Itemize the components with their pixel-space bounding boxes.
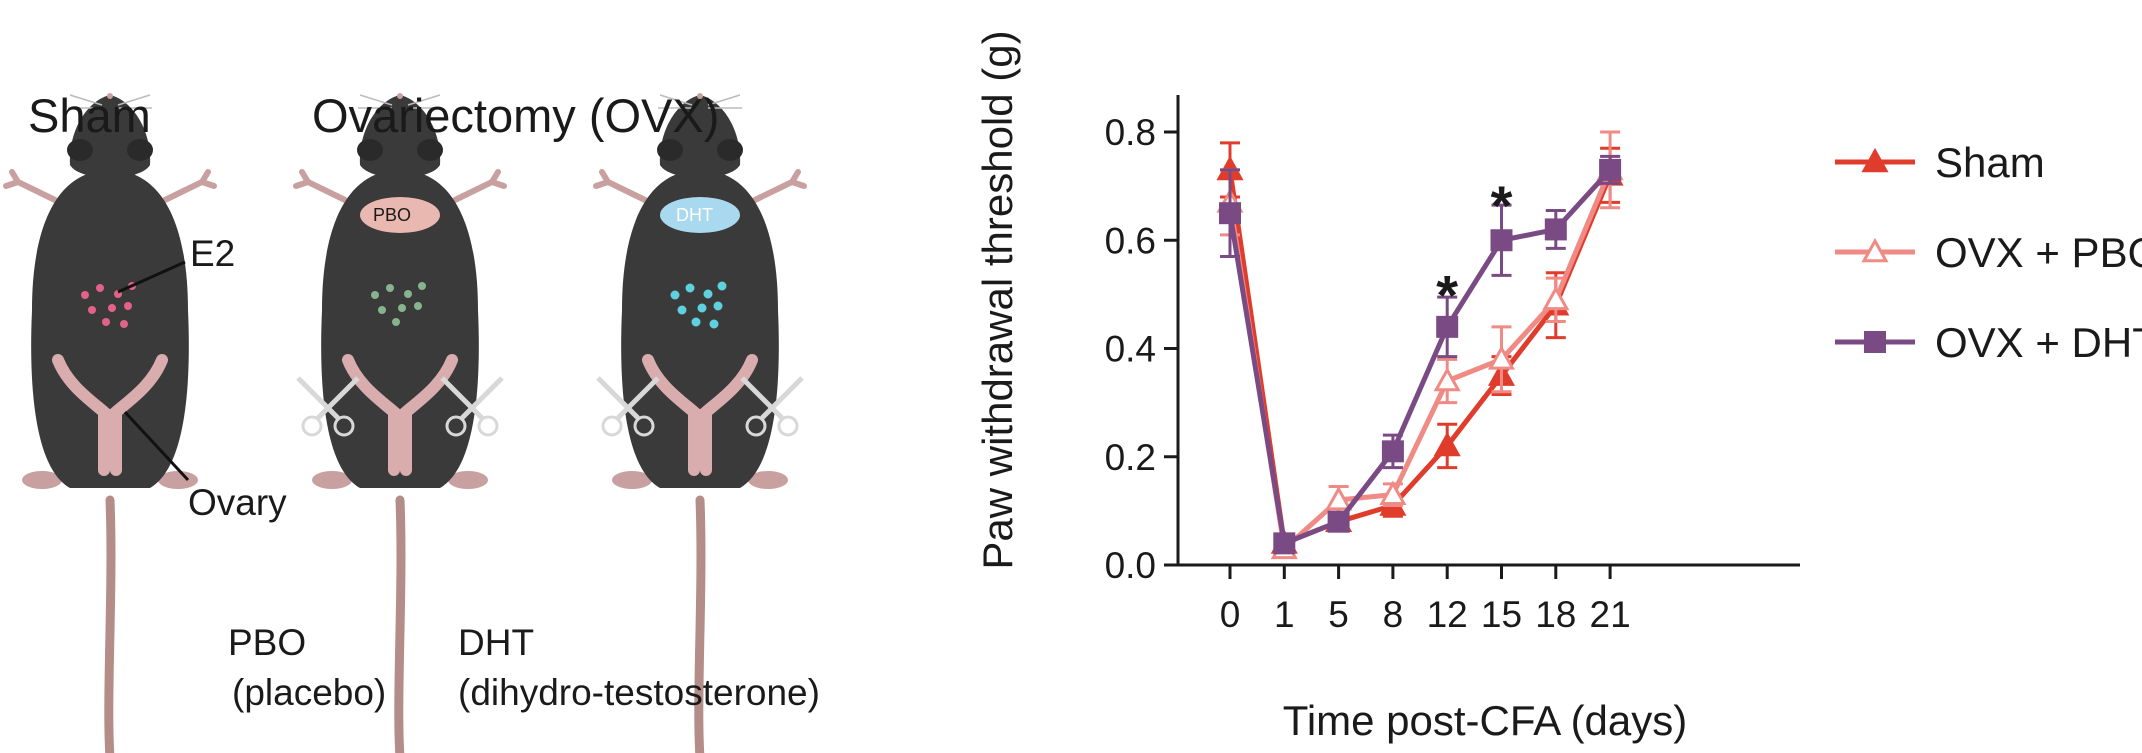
y-ticks: 0.0 0.2 0.4 0.6 0.8 bbox=[1105, 112, 1178, 586]
y-tick-label: 0.6 bbox=[1105, 220, 1156, 261]
x-tick-label: 21 bbox=[1590, 594, 1631, 635]
significance-marker: * bbox=[1491, 174, 1513, 237]
e2-pointer bbox=[117, 260, 186, 294]
y-tick-label: 0.4 bbox=[1105, 329, 1156, 370]
x-tick-label: 5 bbox=[1328, 594, 1349, 635]
x-tick-label: 18 bbox=[1535, 594, 1576, 635]
data-point bbox=[1490, 229, 1513, 252]
data-point bbox=[1436, 315, 1459, 338]
legend: Sham OVX + PBO OVX + DHT bbox=[1835, 139, 2142, 366]
legend-label: OVX + PBO bbox=[1935, 229, 2142, 276]
legend-swatch-marker bbox=[1861, 237, 1889, 263]
dht-full-label: (dihydro-testosterone) bbox=[458, 672, 820, 713]
data-point bbox=[1327, 510, 1350, 533]
data-point bbox=[1487, 345, 1516, 370]
significance-marker: * bbox=[1436, 263, 1458, 326]
y-tick-label: 0.8 bbox=[1105, 112, 1156, 153]
series-layer bbox=[1216, 130, 1624, 560]
y-tick-label: 0.2 bbox=[1105, 437, 1156, 478]
series-sham bbox=[1216, 141, 1624, 554]
data-point bbox=[1433, 431, 1461, 457]
data-point bbox=[1542, 285, 1570, 311]
data-point bbox=[1379, 480, 1407, 505]
data-point bbox=[1599, 158, 1622, 181]
legend-swatch-marker bbox=[1861, 147, 1889, 173]
dht-pellet bbox=[660, 197, 740, 233]
data-point bbox=[1273, 532, 1296, 555]
pbo-abbr-label: PBO bbox=[228, 622, 307, 663]
mouse-ovx-dht bbox=[596, 93, 804, 753]
ovary-pointer bbox=[123, 410, 190, 482]
pbo-pellet-label: PBO bbox=[373, 205, 412, 225]
mouse-illustration bbox=[0, 0, 940, 753]
x-tick-label: 1 bbox=[1274, 594, 1295, 635]
dht-pellet-label: DHT bbox=[676, 205, 713, 225]
sham-group-label: Sham bbox=[28, 89, 151, 142]
data-point bbox=[1219, 202, 1241, 225]
data-point bbox=[1381, 440, 1404, 463]
ovx-group-label: Ovariectomy (OVX) bbox=[312, 89, 720, 142]
data-point bbox=[1433, 366, 1461, 392]
x-tick-label: 12 bbox=[1427, 594, 1468, 635]
x-tick-label: 0 bbox=[1220, 594, 1241, 635]
legend-item: OVX + DHT bbox=[1835, 319, 2142, 366]
annotation-layer: ** bbox=[1436, 174, 1512, 326]
line-chart: 0.00.20.40.60.8 0 1 5 8 12 15 18 21 ** Paw with… bbox=[974, 30, 2142, 744]
pbo-full-label: (placebo) bbox=[232, 672, 387, 713]
dht-abbr-label: DHT bbox=[458, 622, 535, 663]
x-tick-label: 15 bbox=[1481, 594, 1522, 635]
y-tick-label: 0.0 bbox=[1105, 545, 1156, 586]
y-axis-title: Paw withdrawal threshold (g) bbox=[974, 30, 1021, 569]
series-ovx-dht bbox=[1219, 154, 1622, 555]
legend-item: OVX + PBO bbox=[1835, 229, 2142, 276]
legend-item: Sham bbox=[1835, 139, 2045, 186]
x-axis-title: Time post-CFA (days) bbox=[1283, 697, 1688, 744]
x-ticks: 0 1 5 8 12 15 18 21 bbox=[1220, 565, 1631, 635]
ovary-label: Ovary bbox=[188, 482, 287, 523]
e2-label: E2 bbox=[190, 233, 236, 274]
legend-label: OVX + DHT bbox=[1935, 319, 2142, 366]
legend-label: Sham bbox=[1935, 139, 2045, 186]
legend-swatch-marker bbox=[1864, 331, 1886, 353]
pbo-pellet bbox=[360, 197, 440, 233]
mouse-sham bbox=[6, 93, 214, 753]
data-point bbox=[1325, 485, 1353, 511]
x-tick-label: 8 bbox=[1383, 594, 1404, 635]
mouse-ovx-pbo bbox=[296, 93, 504, 753]
data-point bbox=[1544, 218, 1567, 241]
